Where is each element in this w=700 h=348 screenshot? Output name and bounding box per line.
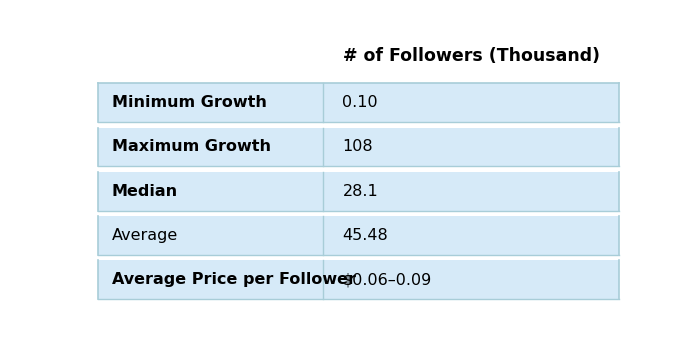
Text: 0.10: 0.10 — [342, 95, 378, 110]
Text: # of Followers (Thousand): # of Followers (Thousand) — [343, 47, 600, 65]
Text: Maximum Growth: Maximum Growth — [112, 140, 271, 155]
Text: $0.06–0.09: $0.06–0.09 — [342, 272, 432, 287]
Text: Average: Average — [112, 228, 178, 243]
Text: Average Price per Follower: Average Price per Follower — [112, 272, 356, 287]
Text: 45.48: 45.48 — [342, 228, 389, 243]
Text: 28.1: 28.1 — [342, 184, 378, 199]
Text: Median: Median — [112, 184, 178, 199]
Text: 108: 108 — [342, 140, 373, 155]
Text: Minimum Growth: Minimum Growth — [112, 95, 267, 110]
